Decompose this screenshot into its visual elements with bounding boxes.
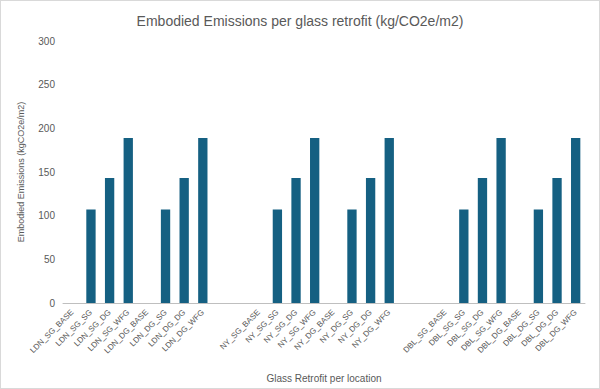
svg-text:100: 100	[38, 210, 55, 221]
svg-text:DBL_SG_SG: DBL_SG_SG	[427, 307, 467, 348]
svg-text:LDN_SG_SG: LDN_SG_SG	[53, 307, 95, 349]
svg-text:DBL_DG_DG: DBL_DG_DG	[519, 307, 561, 349]
svg-text:DBL_DG_BASE: DBL_DG_BASE	[475, 307, 523, 355]
svg-text:NY_SG_DG: NY_SG_DG	[262, 307, 300, 345]
svg-text:Embodied Emissions per glass r: Embodied Emissions per glass retrofit (k…	[137, 13, 464, 29]
svg-text:LDN_SG_WFG: LDN_SG_WFG	[86, 307, 132, 354]
svg-text:DBL_SG_WFG: DBL_SG_WFG	[459, 307, 505, 353]
svg-text:150: 150	[38, 167, 55, 178]
svg-text:NY_SG_BASE: NY_SG_BASE	[218, 307, 262, 352]
svg-text:Embodied Emissions (kgCO2e/m2): Embodied Emissions (kgCO2e/m2)	[16, 102, 26, 243]
svg-text:DBL_DG_WFG: DBL_DG_WFG	[534, 308, 579, 353]
svg-text:250: 250	[38, 79, 55, 90]
svg-text:NY_DG_BASE: NY_DG_BASE	[292, 307, 337, 352]
svg-text:50: 50	[44, 254, 56, 265]
svg-text:Glass Retrofit per location: Glass Retrofit per location	[266, 373, 381, 384]
svg-text:LDN_DG_SG: LDN_DG_SG	[128, 307, 169, 349]
svg-text:DBL_SG_BASE: DBL_SG_BASE	[401, 307, 449, 355]
svg-text:NY_DG_DG: NY_DG_DG	[336, 307, 374, 346]
svg-text:LDN_DG_WFG: LDN_DG_WFG	[160, 308, 206, 354]
svg-text:LDN_DG_DG: LDN_DG_DG	[146, 307, 188, 349]
svg-text:0: 0	[49, 298, 55, 309]
svg-text:200: 200	[38, 123, 55, 134]
svg-text:LDN_DG_BASE: LDN_DG_BASE	[102, 307, 151, 356]
svg-text:NY_SG_WFG: NY_SG_WFG	[276, 307, 318, 350]
svg-text:LDN_SG_BASE: LDN_SG_BASE	[28, 307, 76, 355]
svg-text:300: 300	[38, 36, 55, 47]
svg-text:LDN_SG_DG: LDN_SG_DG	[72, 307, 113, 349]
svg-text:NY_DG_WFG: NY_DG_WFG	[350, 308, 392, 350]
svg-text:DBL_SG_DG: DBL_SG_DG	[445, 307, 486, 349]
svg-text:NY_SG_SG: NY_SG_SG	[243, 307, 281, 345]
svg-text:DBL_DG_SG: DBL_DG_SG	[501, 307, 542, 349]
svg-text:NY_DG_SG: NY_DG_SG	[318, 307, 356, 345]
